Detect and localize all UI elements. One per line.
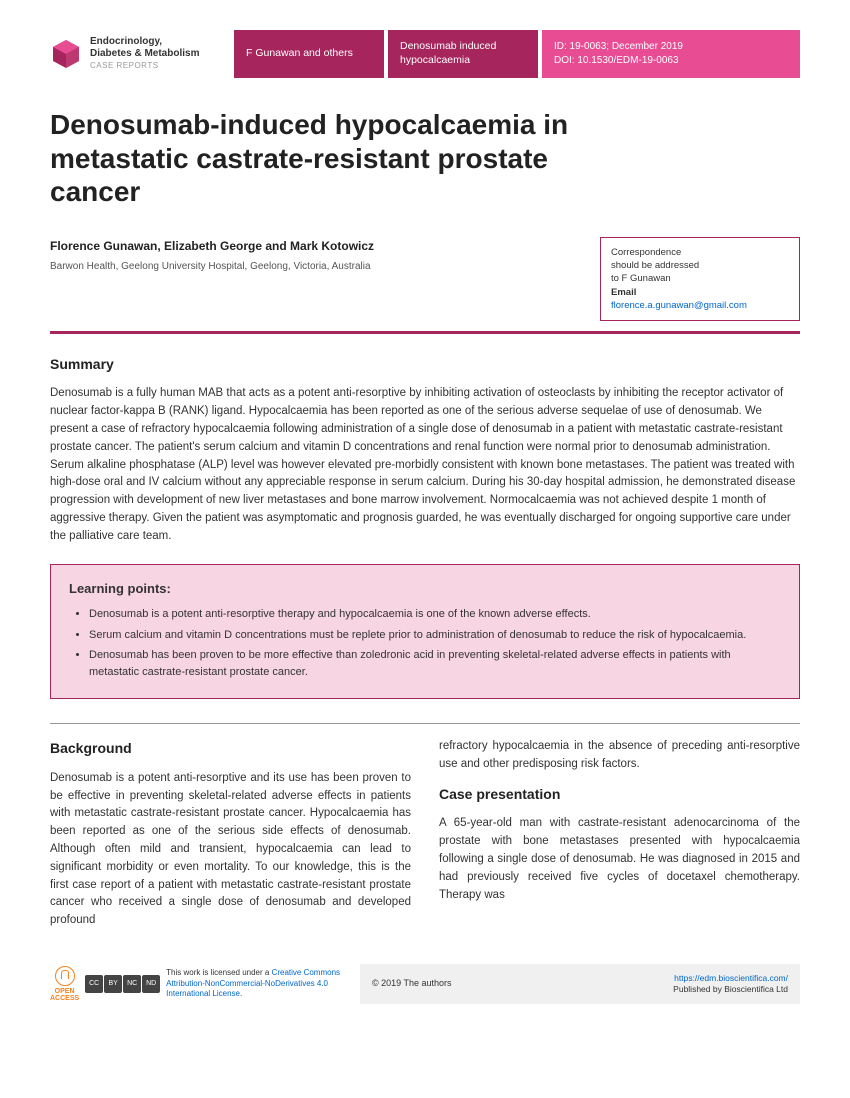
footer-copyright: © 2019 The authors xyxy=(360,964,500,1004)
correspondence-box: Correspondence should be addressed to F … xyxy=(600,237,800,321)
corr-line3: to F Gunawan xyxy=(611,272,789,285)
learning-point: Denosumab is a potent anti-resorptive th… xyxy=(89,606,781,623)
journal-logo: Endocrinology, Diabetes & Metabolism CAS… xyxy=(50,30,230,78)
by-icon: BY xyxy=(104,975,122,993)
column-right: refractory hypocalcaemia in the absence … xyxy=(439,738,800,940)
column-left: Background Denosumab is a potent anti-re… xyxy=(50,738,411,940)
learning-list: Denosumab is a potent anti-resorptive th… xyxy=(69,606,781,680)
authors-block: Florence Gunawan, Elizabeth George and M… xyxy=(50,237,800,334)
header-authors-text: F Gunawan and others xyxy=(246,46,353,62)
body-columns: Background Denosumab is a potent anti-re… xyxy=(50,738,800,940)
background-heading: Background xyxy=(50,738,411,760)
nc-icon: NC xyxy=(123,975,141,993)
summary-heading: Summary xyxy=(50,354,800,375)
publisher-name: Published by Bioscientifica Ltd xyxy=(512,984,788,995)
footer-license-block: OPEN ACCESS CC BY NC ND This work is lic… xyxy=(50,964,360,1004)
article-title: Denosumab-induced hypocalcaemia in metas… xyxy=(50,108,610,209)
section-divider xyxy=(50,723,800,724)
hexagon-logo-icon xyxy=(50,38,82,70)
affiliation: Barwon Health, Geelong University Hospit… xyxy=(50,259,580,274)
license-text: This work is licensed under a Creative C… xyxy=(166,968,350,999)
footer-publisher: https://edm.bioscientifica.com/ Publishe… xyxy=(500,964,800,1004)
header-meta-box: ID: 19-0063; December 2019 DOI: 10.1530/… xyxy=(542,30,800,78)
header-topic-text: Denosumab induced hypocalcaemia xyxy=(400,40,526,67)
header-id: ID: 19-0063; December 2019 xyxy=(554,40,683,54)
journal-subtitle: CASE REPORTS xyxy=(90,60,199,72)
case-text: A 65-year-old man with castrate-resistan… xyxy=(439,815,800,904)
learning-heading: Learning points: xyxy=(69,579,781,599)
open-access-icon: OPEN ACCESS xyxy=(50,966,79,1002)
nd-icon: ND xyxy=(142,975,160,993)
learning-points-box: Learning points: Denosumab is a potent a… xyxy=(50,564,800,700)
journal-name-2: Diabetes & Metabolism xyxy=(90,48,199,60)
summary-text: Denosumab is a fully human MAB that acts… xyxy=(50,385,800,545)
background-text: Denosumab is a potent anti-resorptive an… xyxy=(50,770,411,930)
authors-list: Florence Gunawan, Elizabeth George and M… xyxy=(50,237,580,255)
page-footer: OPEN ACCESS CC BY NC ND This work is lic… xyxy=(50,964,800,1004)
corr-email-link[interactable]: florence.a.gunawan@gmail.com xyxy=(611,300,747,311)
publisher-url[interactable]: https://edm.bioscientifica.com/ xyxy=(512,973,788,984)
corr-email-label: Email xyxy=(611,287,636,298)
header-authors-box: F Gunawan and others xyxy=(234,30,384,78)
case-heading: Case presentation xyxy=(439,784,800,806)
corr-line1: Correspondence xyxy=(611,246,789,259)
header-bar: Endocrinology, Diabetes & Metabolism CAS… xyxy=(50,30,800,78)
learning-point: Serum calcium and vitamin D concentratio… xyxy=(89,627,781,644)
cc-icon: CC xyxy=(85,975,103,993)
cc-badges: CC BY NC ND xyxy=(85,975,160,993)
journal-name-1: Endocrinology, xyxy=(90,36,199,48)
header-doi: DOI: 10.1530/EDM-19-0063 xyxy=(554,54,683,68)
corr-line2: should be addressed xyxy=(611,259,789,272)
background-text-cont: refractory hypocalcaemia in the absence … xyxy=(439,738,800,774)
learning-point: Denosumab has been proven to be more eff… xyxy=(89,647,781,680)
header-topic-box: Denosumab induced hypocalcaemia xyxy=(388,30,538,78)
